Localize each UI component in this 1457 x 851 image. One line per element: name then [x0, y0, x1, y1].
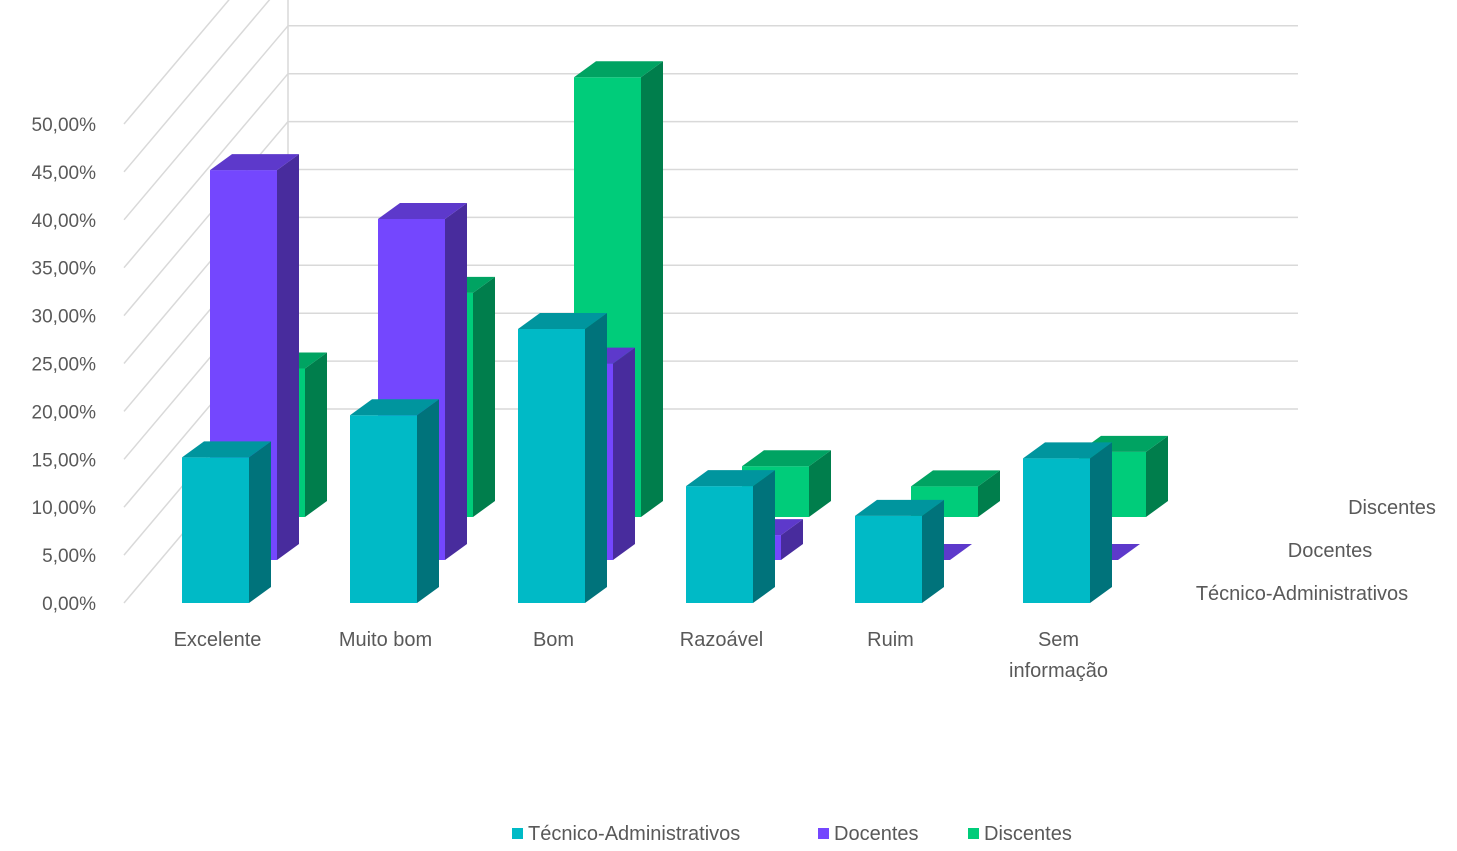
- y-tick-label: 35,00%: [32, 259, 97, 280]
- gridline-side: [123, 73, 289, 269]
- series-1: [182, 313, 1112, 603]
- bar-side: [1090, 442, 1112, 603]
- bar-side: [277, 154, 299, 560]
- y-tick-label: 50,00%: [32, 115, 97, 136]
- y-axis-ticks: 0,00% 5,00% 10,00% 15,00% 20,00% 25,00% 30,00%…: [32, 115, 97, 615]
- bar-side: [978, 470, 1000, 517]
- depth-label: Técnico-Administrativos: [1196, 583, 1408, 605]
- bar-top: [742, 450, 831, 467]
- legend-swatch: [968, 828, 979, 839]
- bar-side: [305, 352, 327, 517]
- bar-top: [350, 399, 439, 416]
- bar: [1023, 442, 1112, 603]
- y-tick-label: 25,00%: [32, 355, 97, 376]
- y-tick-label: 45,00%: [32, 163, 97, 184]
- gridline-side: [123, 0, 271, 173]
- category-labels: Excelente Muito bom Bom Razoável Ruim Sem info…: [174, 629, 1108, 682]
- category-label: Bom: [533, 629, 574, 651]
- legend-item: Discentes: [968, 823, 1072, 845]
- category-label: Muito bom: [339, 629, 432, 651]
- y-tick-label: 20,00%: [32, 402, 97, 423]
- legend-swatch: [512, 828, 523, 839]
- bar-top: [1023, 442, 1112, 459]
- bar-side: [613, 347, 635, 560]
- bar: [518, 313, 607, 603]
- bars: [182, 61, 1168, 603]
- series-2: [210, 154, 1140, 560]
- legend-item: Docentes: [818, 823, 919, 845]
- y-tick-label: 0,00%: [42, 594, 96, 615]
- bar: [182, 441, 271, 603]
- bar-side: [1146, 435, 1168, 517]
- bar-side: [809, 450, 831, 517]
- bar-top: [518, 313, 607, 330]
- bar-front: [350, 415, 417, 603]
- bar-top: [855, 499, 944, 516]
- bar-side: [753, 470, 775, 603]
- category-label: Sem informação: [1009, 629, 1108, 682]
- legend-swatch: [818, 828, 829, 839]
- bar-side: [641, 61, 663, 517]
- bar-top: [210, 154, 299, 171]
- y-tick-label: 5,00%: [42, 546, 96, 567]
- gridline-side: [123, 0, 230, 125]
- legend-label: Docentes: [834, 823, 919, 845]
- bar-side: [473, 276, 495, 517]
- legend-label: Discentes: [984, 823, 1072, 845]
- bar-top: [182, 441, 271, 458]
- y-tick-label: 10,00%: [32, 498, 97, 519]
- bar: [855, 499, 944, 603]
- bar-side: [922, 499, 944, 603]
- bar-top: [574, 61, 663, 78]
- y-tick-label: 30,00%: [32, 307, 97, 328]
- bar-side: [249, 441, 271, 603]
- legend-label: Técnico-Administrativos: [528, 823, 740, 845]
- bar-side: [781, 519, 803, 560]
- category-label: Ruim: [867, 629, 914, 651]
- bar-front: [182, 457, 249, 603]
- bar-side: [585, 313, 607, 603]
- depth-label: Discentes: [1348, 497, 1436, 519]
- gridline-side: [123, 121, 289, 317]
- category-label: Excelente: [174, 629, 262, 651]
- y-tick-label: 15,00%: [32, 450, 97, 471]
- bar-front: [855, 515, 922, 603]
- legend-item: Técnico-Administrativos: [512, 823, 740, 845]
- bar-front: [518, 329, 585, 603]
- depth-label: Docentes: [1288, 540, 1373, 562]
- bar-side: [445, 202, 467, 560]
- bar: [686, 470, 775, 603]
- bar-top: [686, 470, 775, 487]
- bar-top: [378, 202, 467, 219]
- series-depth-labels: Técnico-Administrativos Docentes Discentes: [1196, 497, 1436, 605]
- legend: Técnico-Administrativos Docentes Discentes: [512, 823, 1072, 845]
- gridline-side: [123, 25, 289, 221]
- bar-side: [417, 399, 439, 603]
- y-tick-label: 40,00%: [32, 211, 97, 232]
- bar: [350, 399, 439, 603]
- bar-front: [686, 486, 753, 603]
- category-label: Razoável: [680, 629, 763, 651]
- bar-top: [911, 470, 1000, 487]
- bar-front: [1023, 458, 1090, 603]
